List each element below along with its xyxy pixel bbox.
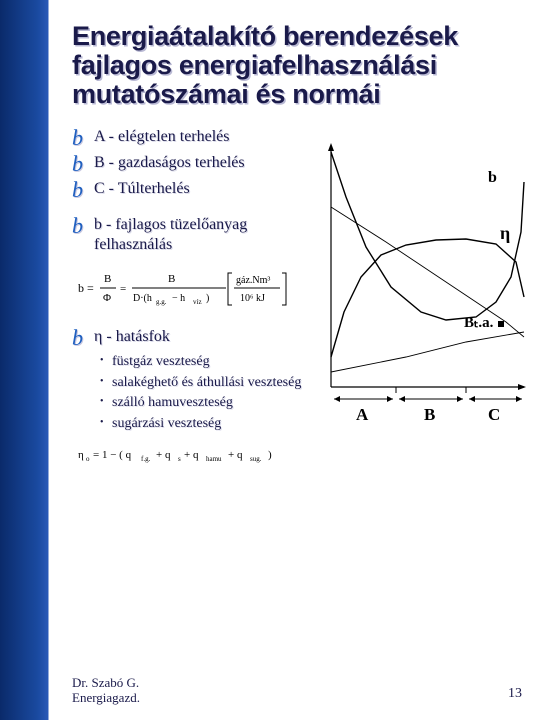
dot-icon: • — [100, 353, 112, 369]
svg-text:10⁶ kJ: 10⁶ kJ — [240, 293, 265, 304]
bullet-text: B - gazdaságos terhelés — [94, 153, 245, 173]
svg-text:): ) — [268, 449, 272, 461]
chart: b η Bₜ.a. A B C — [326, 137, 526, 417]
content-columns: b A - elégtelen terhelés b B - gazdaságo… — [72, 127, 520, 472]
bullet-text: A - elégtelen terhelés — [94, 127, 230, 147]
svg-text:=: = — [120, 283, 126, 295]
sub-2: • salakéghető és áthullási veszteség — [100, 374, 318, 392]
svg-text:+ q: + q — [156, 449, 171, 461]
svg-text:+ q: + q — [228, 449, 243, 461]
bullet-icon: b — [72, 153, 94, 175]
svg-text:η: η — [78, 449, 84, 461]
sub-text: salakéghető és áthullási veszteség — [112, 374, 301, 392]
sub-text: füstgáz veszteség — [112, 353, 210, 371]
svg-text:B: B — [104, 273, 111, 285]
bullet-icon: b — [72, 215, 94, 237]
chart-label-bta: Bₜ.a. — [464, 313, 493, 332]
bullet-b: b B - gazdaságos terhelés — [72, 153, 318, 175]
page-number: 13 — [508, 686, 522, 702]
svg-text:= 1 − ( q: = 1 − ( q — [93, 449, 132, 461]
bullet-c: b C - Túlterhelés — [72, 179, 318, 201]
sub-1: • füstgáz veszteség — [100, 353, 318, 371]
bullet-icon: b — [72, 127, 94, 149]
slide-title: Energiaátalakító berendezések fajlagos e… — [72, 22, 520, 109]
bullet-icon: b — [72, 327, 94, 349]
bullet-text: b - fajlagos tüzelőanyag felhasználás — [94, 215, 318, 255]
chart-label-eta: η — [500, 223, 510, 244]
bullet-icon: b — [72, 179, 94, 201]
bullet-d: b b - fajlagos tüzelőanyag felhasználás — [72, 215, 318, 255]
svg-text:+ q: + q — [184, 449, 199, 461]
svg-text:− h: − h — [172, 293, 185, 304]
footer-course: Energiagazd. — [72, 690, 140, 706]
formula-b: b = B Φ = B D·(h g.g. − h víz ) gáz.Nm³ — [78, 265, 318, 311]
bullet-e: b η - hatásfok — [72, 327, 318, 349]
svg-text:s: s — [178, 455, 181, 463]
dot-icon: • — [100, 415, 112, 431]
svg-text:f.g.: f.g. — [141, 455, 151, 463]
slide: Energiaátalakító berendezések fajlagos e… — [50, 0, 540, 720]
sub-text: sugárzási veszteség — [112, 415, 221, 433]
chart-label-A: A — [356, 405, 368, 425]
chart-label-C: C — [488, 405, 500, 425]
footer-author: Dr. Szabó G. — [72, 675, 140, 691]
right-column: b η Bₜ.a. A B C — [326, 127, 526, 472]
dot-icon: • — [100, 374, 112, 390]
formula-eta: η o = 1 − ( q f.g. + q s + q hamu + q su… — [78, 442, 318, 466]
sub-3: • szálló hamuveszteség — [100, 394, 318, 412]
sub-text: szálló hamuveszteség — [112, 394, 233, 412]
svg-text:g.g.: g.g. — [156, 298, 167, 306]
svg-text:Φ: Φ — [103, 292, 111, 304]
svg-text:o: o — [86, 455, 90, 463]
chart-label-B: B — [424, 405, 435, 425]
svg-text:): ) — [206, 293, 209, 304]
left-column: b A - elégtelen terhelés b B - gazdaságo… — [72, 127, 318, 472]
region-arrows — [334, 396, 522, 402]
svg-text:gáz.Nm³: gáz.Nm³ — [236, 275, 270, 286]
bullet-text: C - Túlterhelés — [94, 179, 190, 199]
chart-label-b: b — [488, 169, 497, 187]
svg-text:B: B — [168, 273, 175, 285]
bullet-text: η - hatásfok — [94, 327, 170, 347]
svg-text:hamu: hamu — [206, 455, 222, 463]
svg-text:sug.: sug. — [250, 455, 262, 463]
bullet-a: b A - elégtelen terhelés — [72, 127, 318, 149]
point-marker — [498, 321, 504, 327]
footer: Dr. Szabó G. Energiagazd. — [72, 675, 140, 706]
dot-icon: • — [100, 394, 112, 410]
svg-text:víz: víz — [193, 298, 202, 306]
formula-lhs: b = — [78, 281, 94, 295]
svg-text:D·(h: D·(h — [133, 293, 152, 304]
sub-4: • sugárzási veszteség — [100, 415, 318, 433]
